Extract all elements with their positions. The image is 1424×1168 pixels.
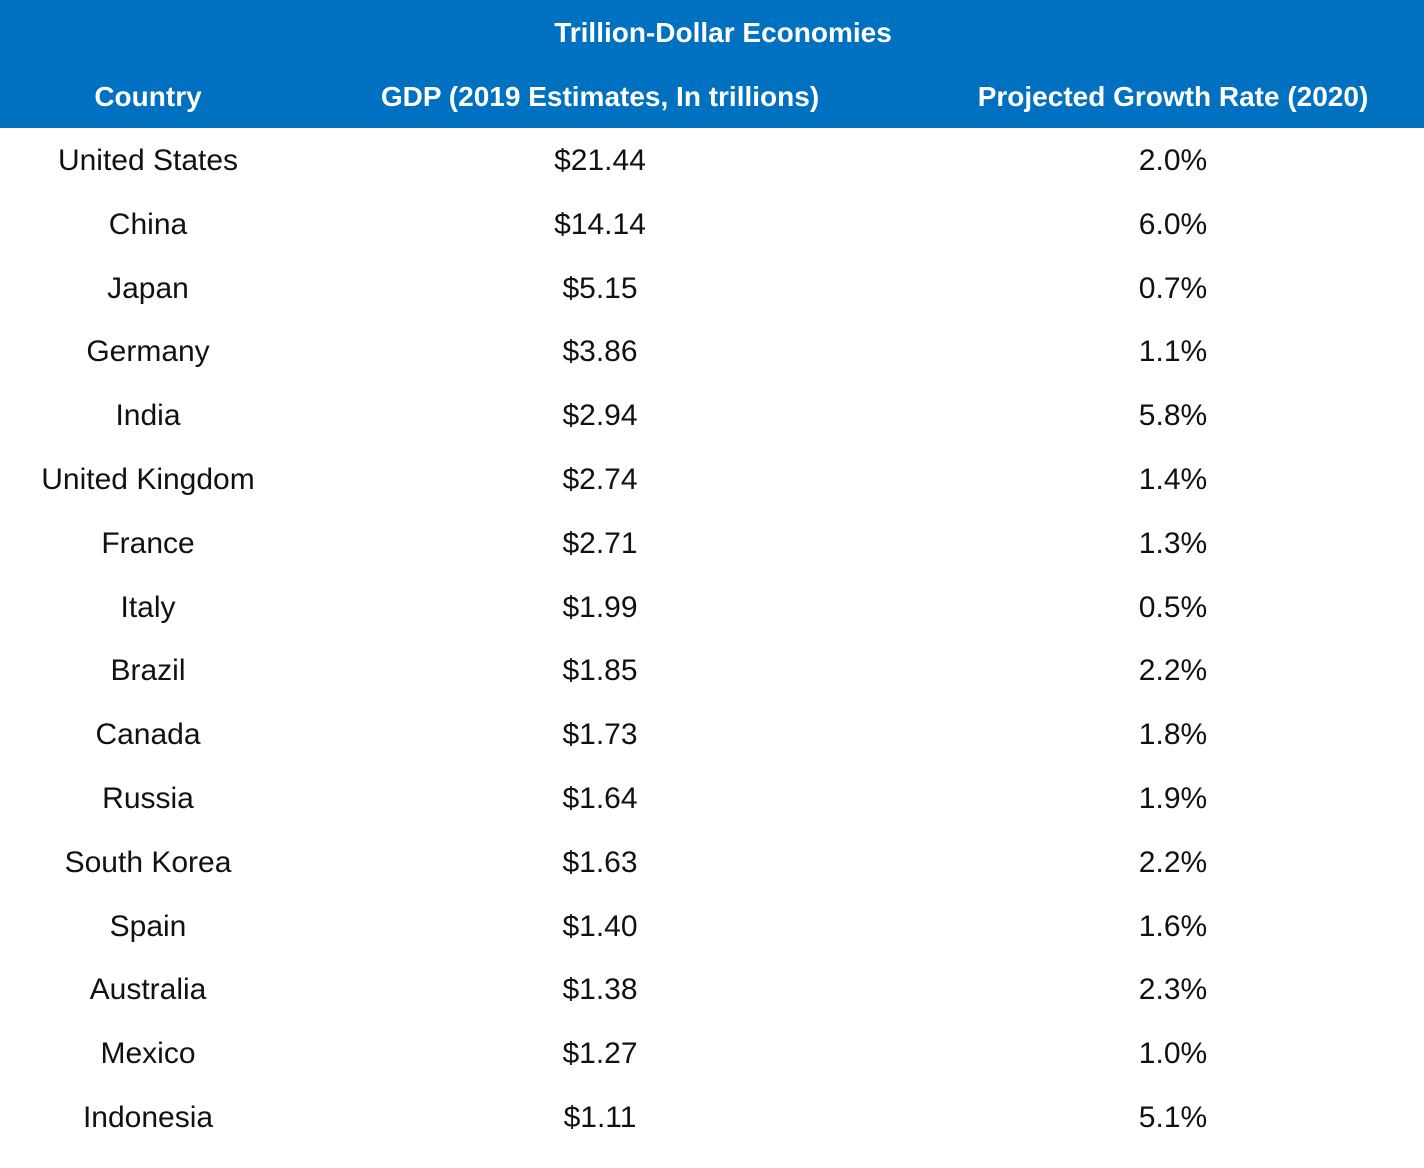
table-cell: 2.0% — [1138, 144, 1208, 177]
table-cell: $1.40 — [562, 909, 638, 943]
table-cell: 1.8% — [1138, 718, 1208, 752]
column-header: GDP (2019 Estimates, In trillions) — [380, 81, 820, 112]
table-cell: $3.86 — [562, 335, 638, 369]
table-cell: Canada — [95, 718, 201, 752]
table-cell: Indonesia — [82, 1101, 214, 1134]
table-cell: $1.99 — [562, 590, 638, 624]
table-cell: 1.4% — [1138, 463, 1208, 496]
table-cell: 5.1% — [1138, 1101, 1208, 1134]
table-cell: Brazil — [110, 654, 186, 688]
table-cell: United States — [57, 144, 239, 177]
table-cell: 0.7% — [1138, 271, 1208, 305]
table-cell: 1.1% — [1138, 335, 1208, 369]
table-cell: $2.94 — [562, 399, 638, 433]
table-cell: Spain — [109, 909, 187, 943]
table-cell: 1.0% — [1138, 1037, 1208, 1071]
table-cell: 1.9% — [1138, 782, 1208, 815]
table-cell: India — [115, 399, 181, 433]
table-cell: 2.2% — [1138, 654, 1208, 688]
table-cell: 6.0% — [1138, 207, 1208, 241]
table-cell: $2.74 — [562, 463, 638, 496]
table-cell: Australia — [89, 973, 207, 1007]
table-cell: 1.6% — [1138, 909, 1208, 943]
table-title: Trillion-Dollar Economies — [554, 17, 892, 48]
table-cell: $14.14 — [554, 207, 646, 241]
table-cell: $5.15 — [562, 271, 638, 305]
table-cell: $21.44 — [554, 144, 646, 177]
table-cell: $1.11 — [563, 1101, 637, 1134]
table-cell: $1.64 — [562, 782, 638, 815]
table-cell: Russia — [102, 782, 194, 815]
table-cell: $2.71 — [562, 526, 638, 560]
table-header: Trillion-Dollar Economies Country GDP (20… — [0, 0, 1424, 128]
table-cell: $1.27 — [562, 1037, 638, 1071]
table-cell: China — [108, 207, 188, 241]
table-cell: 0.5% — [1138, 590, 1208, 624]
column-header: Country — [94, 81, 202, 112]
table-cell: 5.8% — [1138, 399, 1208, 433]
table-cell: 1.3% — [1138, 526, 1208, 560]
table-cell: Italy — [120, 590, 176, 624]
table-cell: 2.3% — [1138, 973, 1208, 1007]
table-cell: $1.73 — [562, 718, 638, 752]
table-cell: Mexico — [100, 1037, 196, 1071]
table-cell: South Korea — [64, 845, 232, 879]
table-cell: Japan — [107, 271, 189, 305]
table-cell: United Kingdom — [41, 463, 255, 496]
table-cell: $1.38 — [562, 973, 638, 1007]
table-cell: $1.85 — [562, 654, 638, 688]
table-cell: 2.2% — [1138, 845, 1208, 879]
table-cell: France — [101, 526, 195, 560]
column-header: Projected Growth Rate (2020) — [977, 81, 1369, 112]
table-cell: Germany — [86, 335, 210, 369]
table-cell: $1.63 — [562, 845, 638, 879]
